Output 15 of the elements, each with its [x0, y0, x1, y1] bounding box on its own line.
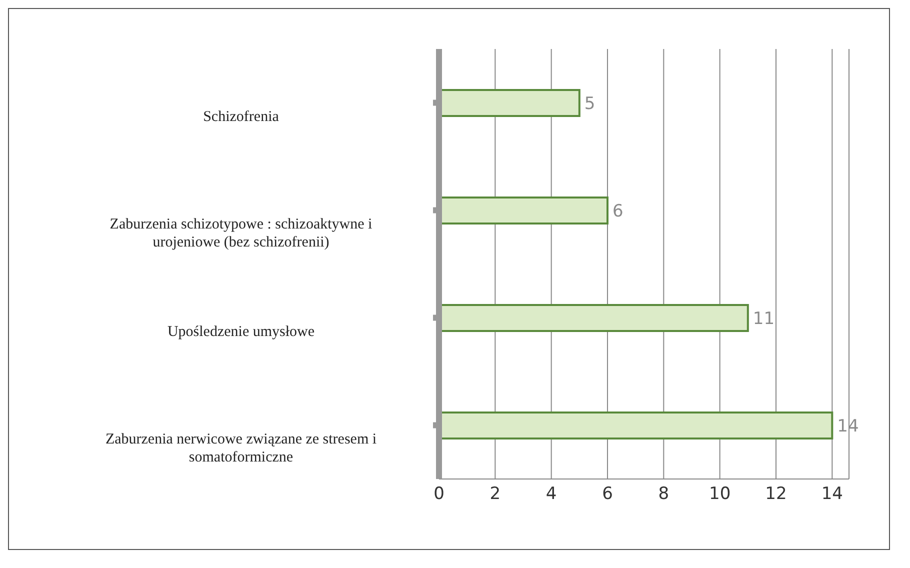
data-label: 11	[752, 309, 775, 330]
x-tick-label: 14	[821, 484, 843, 504]
x-tick-label: 12	[765, 484, 787, 504]
x-tick-label: 0	[434, 484, 444, 504]
x-tick-label: 10	[709, 484, 731, 504]
data-label: 6	[612, 202, 624, 222]
y-tick-label: Schizofrenia	[203, 108, 280, 125]
x-tick-label: 8	[658, 484, 670, 504]
x-tick-label: 2	[490, 484, 501, 504]
y-tick-label: Upośledzenie umysłowe	[167, 324, 315, 340]
data-label: 5	[584, 94, 596, 114]
x-tick-label: 4	[546, 484, 557, 504]
y-tick-label: Zaburzenia nerwicowe związane ze stresem i somatoformiczne	[105, 431, 377, 466]
y-tick-label: Zaburzenia schizotypowe : schizoaktywne i urojeniowe (bez schizofrenii)	[110, 216, 372, 250]
x-tick-label: 6	[602, 484, 613, 504]
